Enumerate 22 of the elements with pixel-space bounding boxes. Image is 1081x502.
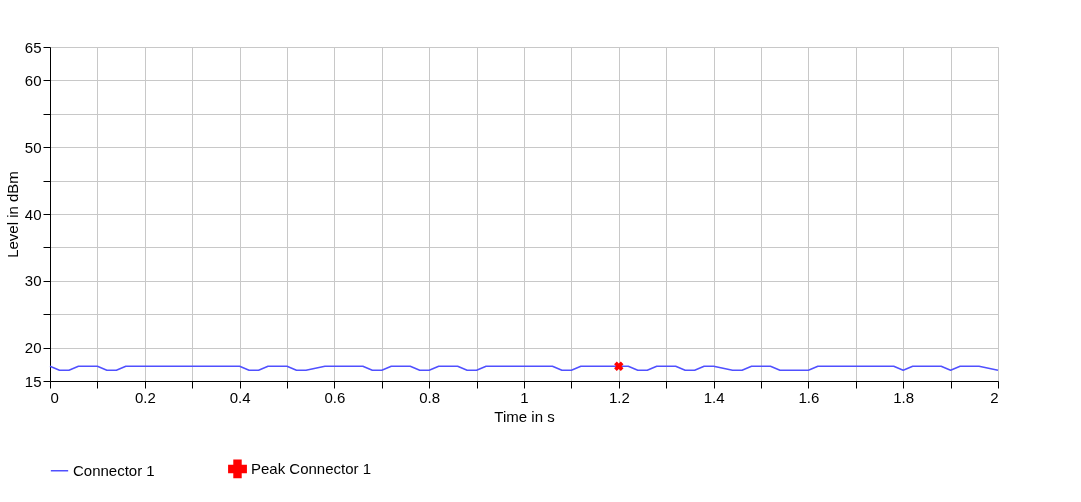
x-axis-title: Time in s [494,407,555,425]
y-tick-label: 65 [24,38,42,56]
x-tick-label: 0 [50,388,59,406]
x-tick-label: 1.4 [703,388,725,406]
x-tick-label: 0.6 [324,388,346,406]
x-tick-label: 2 [990,388,999,406]
y-tick-label: 60 [24,71,42,89]
x-tick-label: 0.2 [134,388,156,406]
legend-label: Peak Connector 1 [251,459,372,477]
y-tick-label: 30 [24,272,42,290]
y-axis-title: Level in dBm [3,171,21,258]
y-tick-label: 50 [24,138,42,156]
x-tick-label: 1.8 [893,388,915,406]
y-tick-label: 40 [24,205,42,223]
x-tick-label: 1.2 [608,388,630,406]
legend-label: Connector 1 [73,461,155,479]
y-tick-label: 20 [24,339,42,357]
x-tick-label: 1 [520,388,529,406]
x-tick-label: 0.4 [229,388,251,406]
y-tick-label: 15 [24,372,42,390]
x-tick-label: 1.6 [798,388,820,406]
x-tick-label: 0.8 [419,388,441,406]
